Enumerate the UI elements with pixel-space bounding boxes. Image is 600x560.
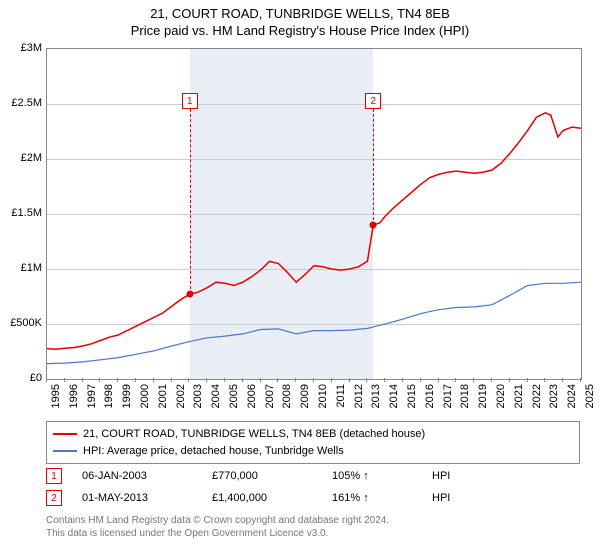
x-axis-label: 2000 (139, 384, 151, 414)
sale-row: 2 01-MAY-2013£1,400,000161% ↑HPI (46, 487, 580, 509)
chart-plot-area: 12 (46, 48, 582, 380)
sale-date: 01-MAY-2013 (82, 492, 212, 504)
series-subject (47, 113, 581, 349)
footer-line-2: This data is licensed under the Open Gov… (46, 527, 580, 540)
y-axis-label: £2M (2, 152, 42, 164)
chart-subtitle: Price paid vs. HM Land Registry's House … (0, 21, 600, 38)
x-axis-label: 1998 (103, 384, 115, 414)
y-axis-label: £500K (2, 317, 42, 329)
legend-swatch (53, 450, 77, 452)
footer-line-1: Contains HM Land Registry data © Crown c… (46, 514, 580, 527)
x-axis-label: 1997 (86, 384, 98, 414)
sale-date: 06-JAN-2003 (82, 470, 212, 482)
legend-label: HPI: Average price, detached house, Tunb… (83, 443, 344, 460)
sale-pct: 161% ↑ (332, 492, 432, 504)
sale-price: £1,400,000 (212, 492, 332, 504)
sale-row: 1 06-JAN-2003£770,000105% ↑HPI (46, 465, 580, 487)
legend-box: 21, COURT ROAD, TUNBRIDGE WELLS, TN4 8EB… (46, 421, 580, 464)
x-axis-label: 2018 (459, 384, 471, 414)
sale-marker-line (190, 109, 191, 294)
y-axis-label: £0 (2, 372, 42, 384)
sale-pct: 105% ↑ (332, 470, 432, 482)
x-axis-label: 2019 (477, 384, 489, 414)
y-axis-label: £2.5M (2, 97, 42, 109)
x-axis-label: 2001 (157, 384, 169, 414)
x-axis-label: 2025 (584, 384, 596, 414)
x-axis-label: 2022 (531, 384, 543, 414)
x-axis-label: 2009 (299, 384, 311, 414)
x-axis-label: 2012 (353, 384, 365, 414)
series-svg (47, 49, 581, 379)
sale-marker-box: 2 (365, 93, 381, 109)
x-axis-label: 2002 (175, 384, 187, 414)
x-axis-label: 2004 (210, 384, 222, 414)
x-axis-label: 1995 (50, 384, 62, 414)
legend-label: 21, COURT ROAD, TUNBRIDGE WELLS, TN4 8EB… (83, 426, 425, 443)
x-axis-label: 2021 (513, 384, 525, 414)
x-axis-label: 1999 (121, 384, 133, 414)
x-axis-label: 2007 (264, 384, 276, 414)
sale-marker-line (373, 109, 374, 225)
y-axis-label: £1M (2, 262, 42, 274)
legend-item: 21, COURT ROAD, TUNBRIDGE WELLS, TN4 8EB… (53, 426, 573, 443)
x-axis-label: 2015 (406, 384, 418, 414)
x-axis-label: 2016 (424, 384, 436, 414)
sale-row-marker: 1 (46, 468, 62, 484)
x-axis-label: 2024 (566, 384, 578, 414)
legend-swatch (53, 433, 77, 435)
x-axis-label: 2010 (317, 384, 329, 414)
sale-ref: HPI (432, 492, 450, 504)
sale-marker-box: 1 (182, 93, 198, 109)
sale-price: £770,000 (212, 470, 332, 482)
series-hpi (47, 282, 581, 363)
x-axis-label: 1996 (68, 384, 80, 414)
x-axis-label: 2008 (281, 384, 293, 414)
legend-item: HPI: Average price, detached house, Tunb… (53, 443, 573, 460)
sale-marker-dot (186, 291, 193, 298)
sale-marker-dot (370, 222, 377, 229)
x-axis-label: 2014 (388, 384, 400, 414)
x-axis-label: 2005 (228, 384, 240, 414)
y-axis-label: £1.5M (2, 207, 42, 219)
x-axis-label: 2017 (442, 384, 454, 414)
x-axis-label: 2003 (192, 384, 204, 414)
x-axis-label: 2023 (548, 384, 560, 414)
sales-table: 1 06-JAN-2003£770,000105% ↑HPI 2 01-MAY-201… (46, 465, 580, 509)
x-axis-label: 2013 (370, 384, 382, 414)
sale-row-marker: 2 (46, 490, 62, 506)
attribution-footer: Contains HM Land Registry data © Crown c… (46, 514, 580, 540)
x-axis-label: 2006 (246, 384, 258, 414)
chart-title: 21, COURT ROAD, TUNBRIDGE WELLS, TN4 8EB (0, 0, 600, 21)
x-axis-label: 2011 (335, 384, 347, 414)
y-axis-label: £3M (2, 42, 42, 54)
sale-ref: HPI (432, 470, 450, 482)
x-axis-label: 2020 (495, 384, 507, 414)
